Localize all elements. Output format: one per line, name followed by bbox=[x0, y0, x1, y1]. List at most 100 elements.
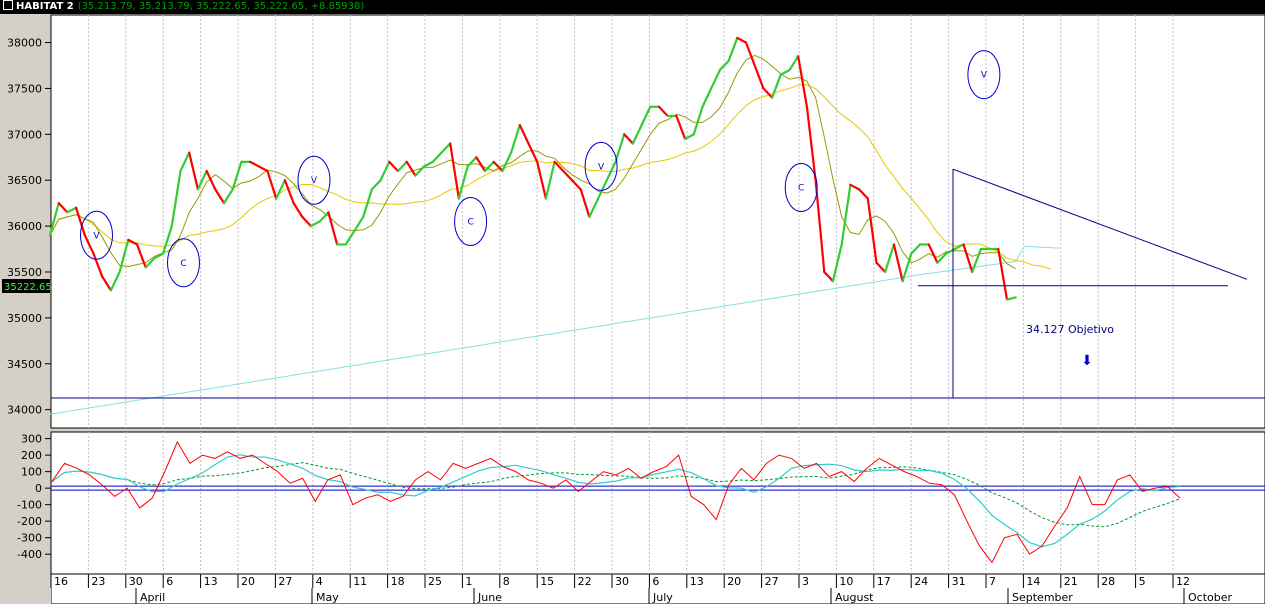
price-segment-down bbox=[744, 41, 756, 67]
trend-line[interactable] bbox=[952, 168, 1248, 280]
price-segment-up bbox=[423, 160, 434, 168]
price-segment-down bbox=[492, 160, 504, 173]
price-segment-up bbox=[596, 179, 608, 200]
price-segment-down bbox=[875, 261, 887, 274]
price-segment-up bbox=[788, 55, 800, 72]
pattern-circle bbox=[584, 141, 618, 191]
price-segment-down bbox=[249, 160, 260, 168]
pattern-label: V bbox=[598, 162, 605, 172]
window-checkbox-icon[interactable] bbox=[3, 0, 13, 10]
date-tick-label: 11 bbox=[353, 575, 367, 588]
osc-tick-label: 300 bbox=[21, 433, 42, 446]
price-segment-up bbox=[231, 160, 243, 191]
pattern-label: V bbox=[981, 71, 988, 81]
price-segment-up bbox=[275, 179, 286, 200]
month-label: May bbox=[316, 591, 339, 604]
price-segment-down bbox=[127, 238, 139, 246]
price-segment-down bbox=[405, 160, 417, 177]
price-axis: 38000 37500 37000 36500 36000 35500 35000 34500… bbox=[7, 37, 51, 417]
oscillator-panel bbox=[50, 431, 1265, 575]
date-tick-label: 1 bbox=[465, 575, 472, 588]
price-segment-up bbox=[936, 252, 948, 264]
ma-mid-line bbox=[49, 84, 1051, 270]
date-tick-label: 13 bbox=[690, 575, 704, 588]
price-segment-down bbox=[753, 64, 765, 90]
price-segment-up bbox=[118, 238, 130, 274]
price-segment-down bbox=[805, 105, 817, 182]
price-segment-down bbox=[92, 252, 104, 278]
date-tick-label: 7 bbox=[989, 575, 996, 588]
price-series bbox=[48, 36, 1017, 301]
price-segment-down bbox=[736, 36, 748, 44]
pattern-circles: V C V C V C V bbox=[80, 50, 1001, 288]
down-arrow-icon: ⬇ bbox=[1081, 353, 1093, 369]
price-segment-up bbox=[179, 151, 191, 173]
price-segment-up bbox=[309, 220, 321, 228]
price-segment-up bbox=[971, 247, 983, 274]
date-tick-label: 8 bbox=[503, 575, 510, 588]
price-segment-down bbox=[475, 156, 487, 173]
pattern-label: C bbox=[180, 259, 186, 269]
price-segment-down bbox=[562, 169, 574, 182]
price-segment-up bbox=[396, 160, 408, 173]
price-segment-up bbox=[710, 68, 722, 90]
pattern-circle bbox=[784, 163, 818, 213]
osc-tick-label: -300 bbox=[17, 532, 42, 545]
price-segment-down bbox=[301, 215, 313, 228]
date-tick-label: 20 bbox=[727, 575, 741, 588]
price-segment-up bbox=[414, 165, 426, 177]
oscillator-signal-line bbox=[51, 454, 1181, 548]
chart-title: HABITAT 2 bbox=[16, 1, 74, 12]
price-segment-up bbox=[457, 165, 469, 200]
price-segment-up bbox=[701, 87, 713, 108]
date-tick-label: 24 bbox=[914, 575, 928, 588]
osc-tick-label: -400 bbox=[17, 548, 42, 561]
price-segment-up bbox=[109, 270, 121, 292]
price-segment-down bbox=[866, 197, 878, 264]
price-segment-down bbox=[962, 243, 974, 274]
price-segment-up bbox=[1005, 296, 1017, 301]
date-tick-label: 12 bbox=[1176, 575, 1190, 588]
pattern-circle bbox=[167, 238, 200, 288]
price-segment-up bbox=[162, 224, 173, 255]
price-segment-up bbox=[631, 124, 643, 145]
price-segment-down bbox=[292, 202, 304, 219]
price-segment-down bbox=[553, 160, 565, 173]
price-segment-down bbox=[135, 243, 147, 269]
price-segment-up bbox=[170, 169, 182, 228]
ma-long-line bbox=[49, 245, 1060, 415]
price-segment-down bbox=[214, 188, 226, 205]
osc-tick-label: 200 bbox=[21, 449, 42, 462]
price-segment-up bbox=[727, 36, 739, 62]
axis-corner bbox=[0, 574, 51, 604]
price-segment-up bbox=[466, 156, 478, 168]
date-tick-label: 13 bbox=[204, 575, 218, 588]
pattern-label: C bbox=[467, 218, 473, 228]
date-axis bbox=[50, 573, 1265, 604]
price-segment-down bbox=[266, 169, 278, 200]
price-tick-label: 35000 bbox=[7, 312, 42, 325]
price-segment-up bbox=[153, 252, 165, 260]
price-tick-label: 36500 bbox=[7, 174, 42, 187]
price-segment-up bbox=[318, 211, 330, 223]
price-segment-up bbox=[901, 252, 913, 283]
price-segment-up bbox=[353, 215, 365, 232]
price-segment-down bbox=[283, 179, 295, 205]
price-segment-down bbox=[449, 142, 460, 200]
grid bbox=[87, 15, 1174, 574]
pattern-circle bbox=[297, 155, 331, 205]
price-segment-up bbox=[362, 188, 373, 219]
price-segment-up bbox=[640, 105, 652, 127]
pattern-circle bbox=[80, 210, 113, 260]
price-segment-up bbox=[683, 133, 695, 140]
price-segment-down bbox=[997, 247, 1009, 301]
date-tick-label: 22 bbox=[578, 575, 592, 588]
chart-values: (35,213.79, 35,213.79, 35,222.65, 35,222… bbox=[77, 1, 365, 12]
price-segment-down bbox=[57, 202, 69, 214]
price-segment-down bbox=[74, 206, 86, 237]
price-segment-up bbox=[884, 243, 896, 274]
price-segment-up bbox=[770, 73, 782, 99]
price-segment-up bbox=[431, 151, 443, 163]
date-tick-label: 15 bbox=[540, 575, 554, 588]
